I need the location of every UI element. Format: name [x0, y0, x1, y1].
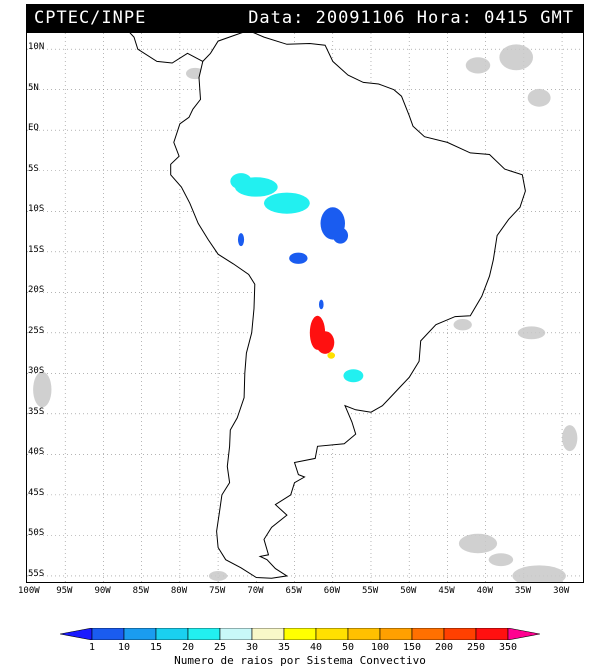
- south-america-outline: [170, 33, 526, 579]
- colorbar-caption: Numero de raios por Sistema Convectivo: [174, 654, 426, 667]
- convective-cell: [237, 233, 245, 247]
- colorbar-segment: [155, 628, 189, 640]
- longitude-label: 100W: [18, 586, 40, 596]
- colorbar-segment: [187, 628, 221, 640]
- cloud-patch: [512, 565, 566, 582]
- latitude-label: 10S: [28, 204, 45, 215]
- colorbar-tick-label: 10: [117, 642, 131, 653]
- colorbar-tick-label: 100: [370, 642, 390, 653]
- colorbar-segment: [347, 628, 381, 640]
- latitude-label: 5S: [28, 163, 39, 174]
- colorbar-tick-label: 350: [498, 642, 518, 653]
- cloud-patch: [33, 371, 52, 408]
- colorbar-tick-label: 40: [309, 642, 323, 653]
- latitude-label: 20S: [28, 285, 45, 296]
- cloud-patch: [458, 533, 498, 554]
- agency-label: CPTEC/INPE: [34, 8, 147, 28]
- datetime-label: Data: 20091106 Hora: 0415 GMT: [248, 8, 574, 28]
- longitude-label: 65W: [285, 586, 302, 596]
- latitude-label: 5N: [28, 82, 39, 93]
- convective-cell: [315, 331, 335, 354]
- latitude-label: 50S: [28, 528, 45, 539]
- longitude-label: 80W: [170, 586, 188, 596]
- cloud-patch: [465, 57, 491, 74]
- colorbar-segment: [475, 628, 509, 640]
- colorbar-segment: [123, 628, 157, 640]
- map-frame: [26, 32, 584, 583]
- convective-cell: [332, 227, 349, 244]
- title-bar: CPTEC/INPE Data: 20091106 Hora: 0415 GMT: [26, 4, 584, 32]
- colorbar-tick-label: 15: [149, 642, 163, 653]
- colorbar-segment: [507, 628, 540, 640]
- longitude-label: 55W: [361, 586, 379, 596]
- colorbar-segment: [60, 628, 93, 640]
- latitude-label: 40S: [28, 447, 45, 458]
- convective-cell: [289, 252, 308, 264]
- colorbar-segment: [315, 628, 349, 640]
- convective-cells: [230, 173, 364, 383]
- colorbar-tick-label: 30: [245, 642, 259, 653]
- central-america-outline: [129, 33, 204, 64]
- colorbar-segment: [283, 628, 317, 640]
- latitude-label: EQ: [28, 123, 39, 134]
- convective-cell: [327, 352, 336, 359]
- latitude-label: 25S: [28, 325, 45, 336]
- longitude-label: 75W: [209, 586, 226, 596]
- longitude-label: 45W: [438, 586, 455, 596]
- colorbar-tick-label: 150: [402, 642, 422, 653]
- longitude-label: 40W: [476, 586, 493, 596]
- longitude-label: 50W: [400, 586, 417, 596]
- convective-cell: [230, 173, 252, 190]
- longitude-label: 35W: [514, 586, 532, 596]
- continent-outline: [129, 33, 526, 579]
- colorbar-segment: [251, 628, 285, 640]
- colorbar-segment: [379, 628, 413, 640]
- cloud-patch: [527, 88, 551, 107]
- colorbar-tick-label: 20: [181, 642, 195, 653]
- convective-cell: [318, 299, 324, 310]
- colorbar-segment: [443, 628, 477, 640]
- colorbar: [60, 628, 540, 640]
- colorbar-segment: [411, 628, 445, 640]
- cloud-patch: [208, 571, 228, 581]
- latitude-label: 35S: [28, 406, 45, 417]
- longitude-label: 95W: [56, 586, 73, 596]
- longitude-label: 30W: [553, 586, 570, 596]
- cloud-patch: [562, 425, 578, 452]
- cloud-patch: [499, 44, 534, 71]
- cloud-patch: [517, 326, 546, 340]
- latitude-label: 15S: [28, 244, 45, 255]
- latitude-label: 30S: [28, 366, 45, 377]
- colorbar-segment: [219, 628, 253, 640]
- map-canvas: [27, 33, 583, 582]
- colorbar-tick-label: 50: [341, 642, 355, 653]
- longitude-label: 85W: [132, 586, 149, 596]
- cloud-patch: [453, 319, 472, 331]
- convective-cell: [263, 192, 310, 214]
- convective-cell: [343, 369, 364, 383]
- colorbar-tick-label: 250: [466, 642, 486, 653]
- colorbar-tick-label: 35: [277, 642, 291, 653]
- longitude-label: 60W: [323, 586, 341, 596]
- latitude-label: 45S: [28, 487, 45, 498]
- longitude-label: 70W: [247, 586, 264, 596]
- longitude-label: 90W: [94, 586, 111, 596]
- colorbar-tick-label: 1: [88, 642, 96, 653]
- colorbar-tick-label: 25: [213, 642, 227, 653]
- colorbar-segment: [91, 628, 125, 640]
- latitude-label: 55S: [28, 568, 45, 579]
- cloud-patch: [488, 553, 514, 567]
- colorbar-tick-label: 200: [434, 642, 454, 653]
- latitude-label: 10N: [28, 42, 45, 53]
